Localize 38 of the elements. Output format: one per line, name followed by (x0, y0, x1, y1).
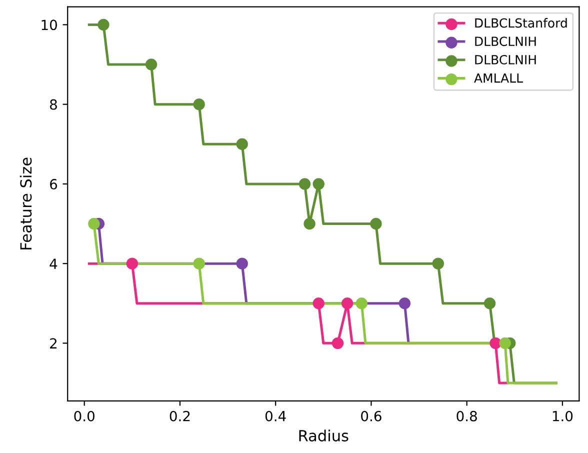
y-tick-label: 10 (42, 20, 57, 30)
point (145, 58, 158, 70)
point (312, 178, 324, 190)
x-tick-label: 1.0 (552, 410, 573, 422)
point (356, 298, 368, 310)
point (341, 298, 354, 310)
point (126, 258, 138, 270)
x-tick-label: 0.0 (74, 410, 94, 422)
point (312, 298, 324, 310)
x-tick-label: 0.6 (361, 410, 382, 422)
point (98, 18, 110, 31)
point (370, 218, 382, 230)
y-tick-label: 6 (50, 178, 58, 190)
x-tick-label: 0.8 (456, 410, 477, 422)
point (193, 258, 205, 270)
point (484, 298, 496, 310)
x-tick-label: 0.2 (170, 410, 190, 422)
point (236, 138, 248, 150)
legend-label: AMLALL (474, 73, 523, 83)
y-tick-label: 4 (50, 258, 58, 269)
y-tick-label: 2 (50, 338, 57, 348)
legend-label: DLBCLStanford (475, 18, 567, 28)
point (298, 178, 311, 190)
point (304, 218, 316, 230)
legend-label: DLBCLNIH (475, 54, 536, 64)
x-tick-label: 0.4 (265, 410, 286, 422)
legend-label: DLBCLNIH (475, 36, 536, 46)
point (490, 337, 502, 350)
point (193, 98, 205, 110)
point (88, 218, 100, 230)
x-axis-title: Radius (299, 430, 348, 442)
y-tick-label: 8 (50, 99, 57, 110)
y-axis-title: Feature Size (20, 158, 32, 250)
point (332, 337, 344, 350)
point (398, 298, 411, 310)
point (236, 258, 248, 270)
point (432, 258, 444, 270)
point (499, 337, 511, 350)
